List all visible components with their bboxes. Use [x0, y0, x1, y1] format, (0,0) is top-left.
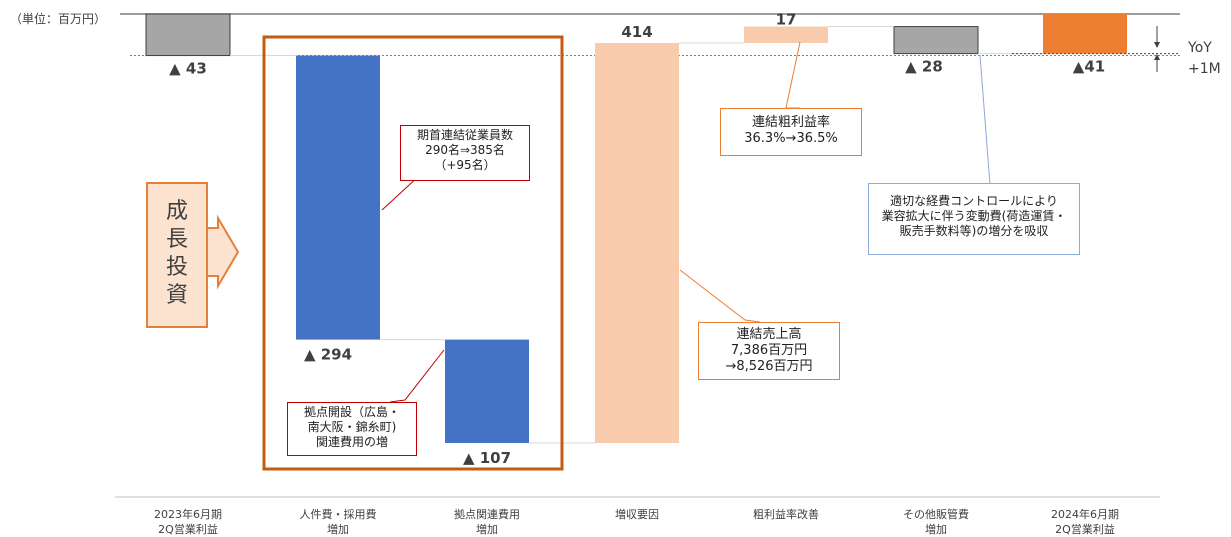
callout-branch-pointer	[389, 349, 445, 403]
x-category-4: 粗利益率改善	[753, 508, 819, 521]
yoy-arrow-up-head	[1154, 54, 1160, 60]
data-label-1: ▲ 294	[304, 346, 352, 364]
bar-0	[145, 13, 231, 57]
data-label-0: ▲ 43	[169, 60, 207, 78]
yoy-value: +1M	[1188, 61, 1221, 77]
growth-investment-frame	[262, 35, 564, 471]
growth-investment-arrow-box: 成 長 投 資	[146, 182, 208, 328]
x-category-3: 増収要因	[615, 508, 659, 521]
yoy-arrow-down-head	[1154, 42, 1160, 48]
x-category-0: 2023年6月期 2Q営業利益	[154, 508, 222, 536]
callout-sga: 適切な経費コントロールにより 業容拡大に伴う変動費(荷造運賃・ 販売手数料等)の…	[868, 183, 1080, 255]
data-label-3: 414	[621, 23, 652, 41]
callout-gross-margin: 連結粗利益率 36.3%→36.5%	[720, 108, 862, 156]
callout-employees: 期首連結従業員数 290名⇒385名 （+95名）	[400, 125, 530, 181]
unit-label: （単位：百万円）	[10, 12, 107, 26]
x-category-6: 2024年6月期 2Q営業利益	[1051, 508, 1119, 536]
chart-data-labels: ▲ 43 ▲ 294 ▲ 107 414 17 ▲ 28 ▲41	[169, 11, 1105, 467]
callout-sga-pointer	[975, 54, 991, 186]
yoy-label: YoY	[1188, 40, 1212, 56]
callout-branch: 拠点開設（広島・ 南大阪・錦糸町) 関連費用の増	[287, 402, 417, 456]
chart-marks	[145, 13, 1127, 444]
bar-6	[1043, 14, 1127, 54]
growth-arrow-icon	[205, 214, 240, 290]
growth-investment-label: 成 長 投 資	[165, 199, 188, 308]
bar-3	[595, 42, 679, 444]
x-category-1: 人件費・採用費 増加	[299, 508, 377, 536]
data-label-4: 17	[776, 11, 797, 29]
callout-gross-margin-pointer	[785, 41, 801, 109]
x-category-5: その他販管費 増加	[903, 508, 969, 536]
bar-4	[744, 26, 828, 43]
yoy-note: YoY +1M	[1188, 38, 1221, 80]
callout-sales-pointer	[679, 269, 761, 323]
data-label-6: ▲41	[1073, 58, 1105, 76]
bar-1	[296, 55, 380, 340]
callout-sales: 連結売上高 7,386百万円 →8,526百万円	[698, 322, 840, 380]
bar-5	[893, 26, 979, 55]
data-label-5: ▲ 28	[905, 58, 943, 76]
data-label-2: ▲ 107	[463, 449, 511, 467]
x-category-2: 拠点関連費用 増加	[454, 508, 520, 536]
bar-2	[445, 339, 529, 443]
